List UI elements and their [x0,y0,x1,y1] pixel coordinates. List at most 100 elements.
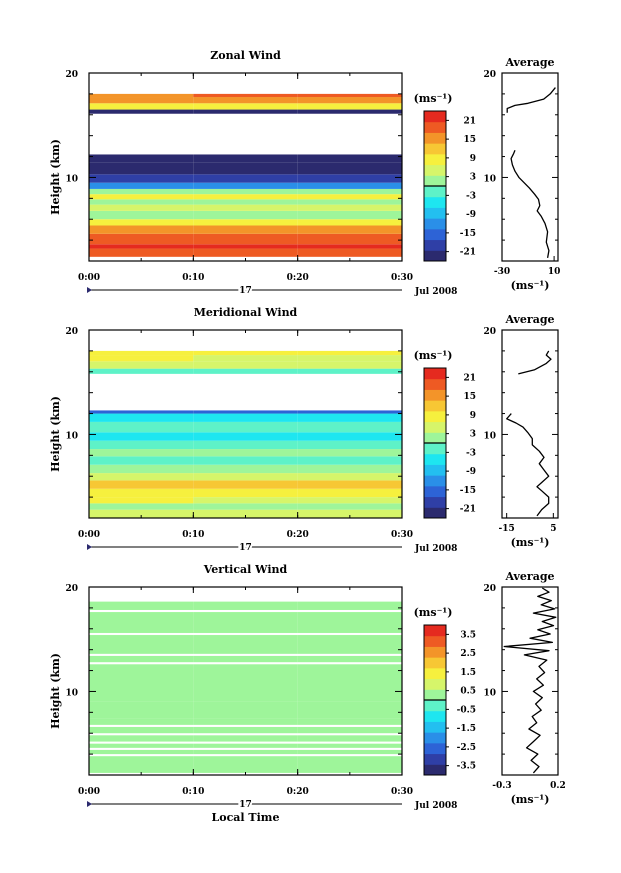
day-marker [87,544,92,550]
colorbar-tick-label: 21 [463,116,476,126]
heatmap-cell [193,749,298,755]
heatmap-cell [193,503,298,510]
y-axis-label: Height (km) [49,396,62,472]
heatmap-cell [89,449,194,457]
heatmap-cell [89,233,194,245]
heatmap-cell [193,718,298,725]
heatmap-cell [89,97,194,104]
heatmap-cell [297,174,402,183]
heatmap-cell [297,188,402,195]
colorbar-band [424,700,446,712]
heatmap-cell [193,368,298,374]
colorbar-band [424,742,446,755]
heatmap-cell [89,480,194,489]
colorbar-tick-label: 15 [463,392,476,402]
heatmap-cell [193,464,298,474]
heatmap-cell [297,109,402,114]
heatmap-cell [297,503,402,510]
colorbar-band [424,646,446,658]
heatmap-cell [297,182,402,189]
heatmap-cell [193,109,298,114]
heatmap-cell [193,248,298,257]
colorbar-band [424,485,446,498]
y-axis-label: Height (km) [49,653,62,729]
average-y-tick-label: 20 [483,70,496,80]
heatmap-cell [297,749,402,755]
heatmap-cell [193,612,298,633]
average-x-tick-label: 5 [550,524,556,534]
heatmap-cell [89,225,194,234]
heatmap-cell [193,756,298,773]
colorbar-band [424,378,446,390]
colorbar-band [424,143,446,155]
average-profile-line [503,587,557,774]
heatmap-cell [89,756,194,773]
panel-title: Meridional Wind [194,306,298,319]
day-marker [87,287,92,293]
heatmap-cell [193,497,298,504]
y-axis-label: Height (km) [49,139,62,215]
colorbar-tick-label: -1.5 [457,724,476,734]
heatmap-cell [297,225,402,234]
average-y-tick-label: 10 [483,431,496,441]
colorbar-tick-label: 2.5 [460,649,476,659]
heatmap-cell [193,449,298,457]
colorbar-band [424,475,446,487]
heatmap-cell [193,204,298,211]
average-x-axis-label: (ms⁻¹) [511,279,550,292]
colorbar-band [424,196,446,208]
heatmap-cell [89,109,194,114]
heatmap-cell [297,413,402,422]
y-tick-label: 20 [65,327,78,337]
average-y-tick-label: 20 [483,584,496,594]
heatmap-cell [297,233,402,245]
heatmap-cell [89,503,194,510]
date-label: Jul 2008 [414,801,457,811]
day-label: 17 [239,543,252,553]
heatmap-cell [89,735,194,742]
heatmap-cell [89,244,194,249]
heatmap-cell [297,421,402,433]
heatmap-cell [193,162,298,175]
heatmap-cell [193,701,298,719]
heatmap-cell [297,93,402,98]
heatmap-cell [89,488,194,498]
colorbar-band [424,218,446,230]
heatmap-cell [89,464,194,474]
colorbar-band [424,228,446,241]
colorbar-band [424,421,446,433]
heatmap-cell [89,497,194,504]
heatmap-cell [193,743,298,748]
heatmap-cell [89,368,194,374]
heatmap-cell [193,182,298,189]
y-tick-label: 10 [65,174,78,184]
heatmap-cell [297,97,402,104]
heatmap-cell [89,162,194,175]
average-profile-line [506,413,550,517]
colorbar-band [424,400,446,412]
colorbar-tick-label: 1.5 [460,668,476,678]
heatmap-cell [297,248,402,257]
heatmap-cell [193,174,298,183]
heatmap-cell [193,350,298,356]
heatmap-cell [89,413,194,422]
heatmap-cell [193,664,298,702]
colorbar-band [424,410,446,423]
colorbar-tick-label: 3 [470,173,476,183]
heatmap-cell [297,718,402,725]
panel-title: Zonal Wind [210,49,281,62]
heatmap-cell [89,509,194,518]
heatmap-cell [89,350,194,356]
heatmap-cell [89,182,194,189]
x-tick-label: 0:10 [182,530,204,540]
heatmap-cell [193,244,298,249]
x-tick-label: 0:20 [287,787,309,797]
heatmap-cell [193,655,298,663]
colorbar-tick-label: -9 [466,467,476,477]
colorbar-tick-label: -3.5 [457,762,476,772]
heatmap-cell [297,410,402,414]
heatmap-cell [89,174,194,183]
heatmap-cell [89,456,194,465]
heatmap-cell [297,440,402,450]
heatmap-cell [193,103,298,110]
